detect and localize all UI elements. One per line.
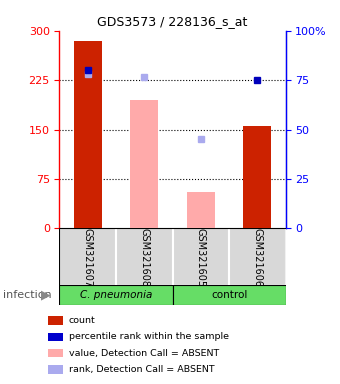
Title: GDS3573 / 228136_s_at: GDS3573 / 228136_s_at <box>97 15 248 28</box>
Text: rank, Detection Call = ABSENT: rank, Detection Call = ABSENT <box>68 365 214 374</box>
Bar <box>173 228 229 286</box>
Text: control: control <box>211 290 247 300</box>
Text: infection: infection <box>3 290 52 300</box>
Text: ▶: ▶ <box>41 289 51 301</box>
Text: GSM321605: GSM321605 <box>196 228 206 287</box>
Bar <box>229 228 286 286</box>
Bar <box>243 126 271 228</box>
Text: count: count <box>68 316 95 325</box>
Bar <box>48 316 63 325</box>
Bar <box>130 100 158 228</box>
Text: GSM321606: GSM321606 <box>252 228 262 287</box>
Text: GSM321607: GSM321607 <box>83 228 93 287</box>
Text: GSM321608: GSM321608 <box>139 228 149 287</box>
Text: value, Detection Call = ABSENT: value, Detection Call = ABSENT <box>68 349 219 358</box>
Bar <box>116 228 173 286</box>
Text: percentile rank within the sample: percentile rank within the sample <box>68 332 228 341</box>
Bar <box>48 349 63 358</box>
Bar <box>59 228 116 286</box>
Text: C. pneumonia: C. pneumonia <box>80 290 152 300</box>
Bar <box>74 41 102 228</box>
Bar <box>173 285 286 305</box>
Bar <box>187 192 215 228</box>
Bar <box>48 333 63 341</box>
Bar <box>59 285 173 305</box>
Bar <box>48 365 63 374</box>
